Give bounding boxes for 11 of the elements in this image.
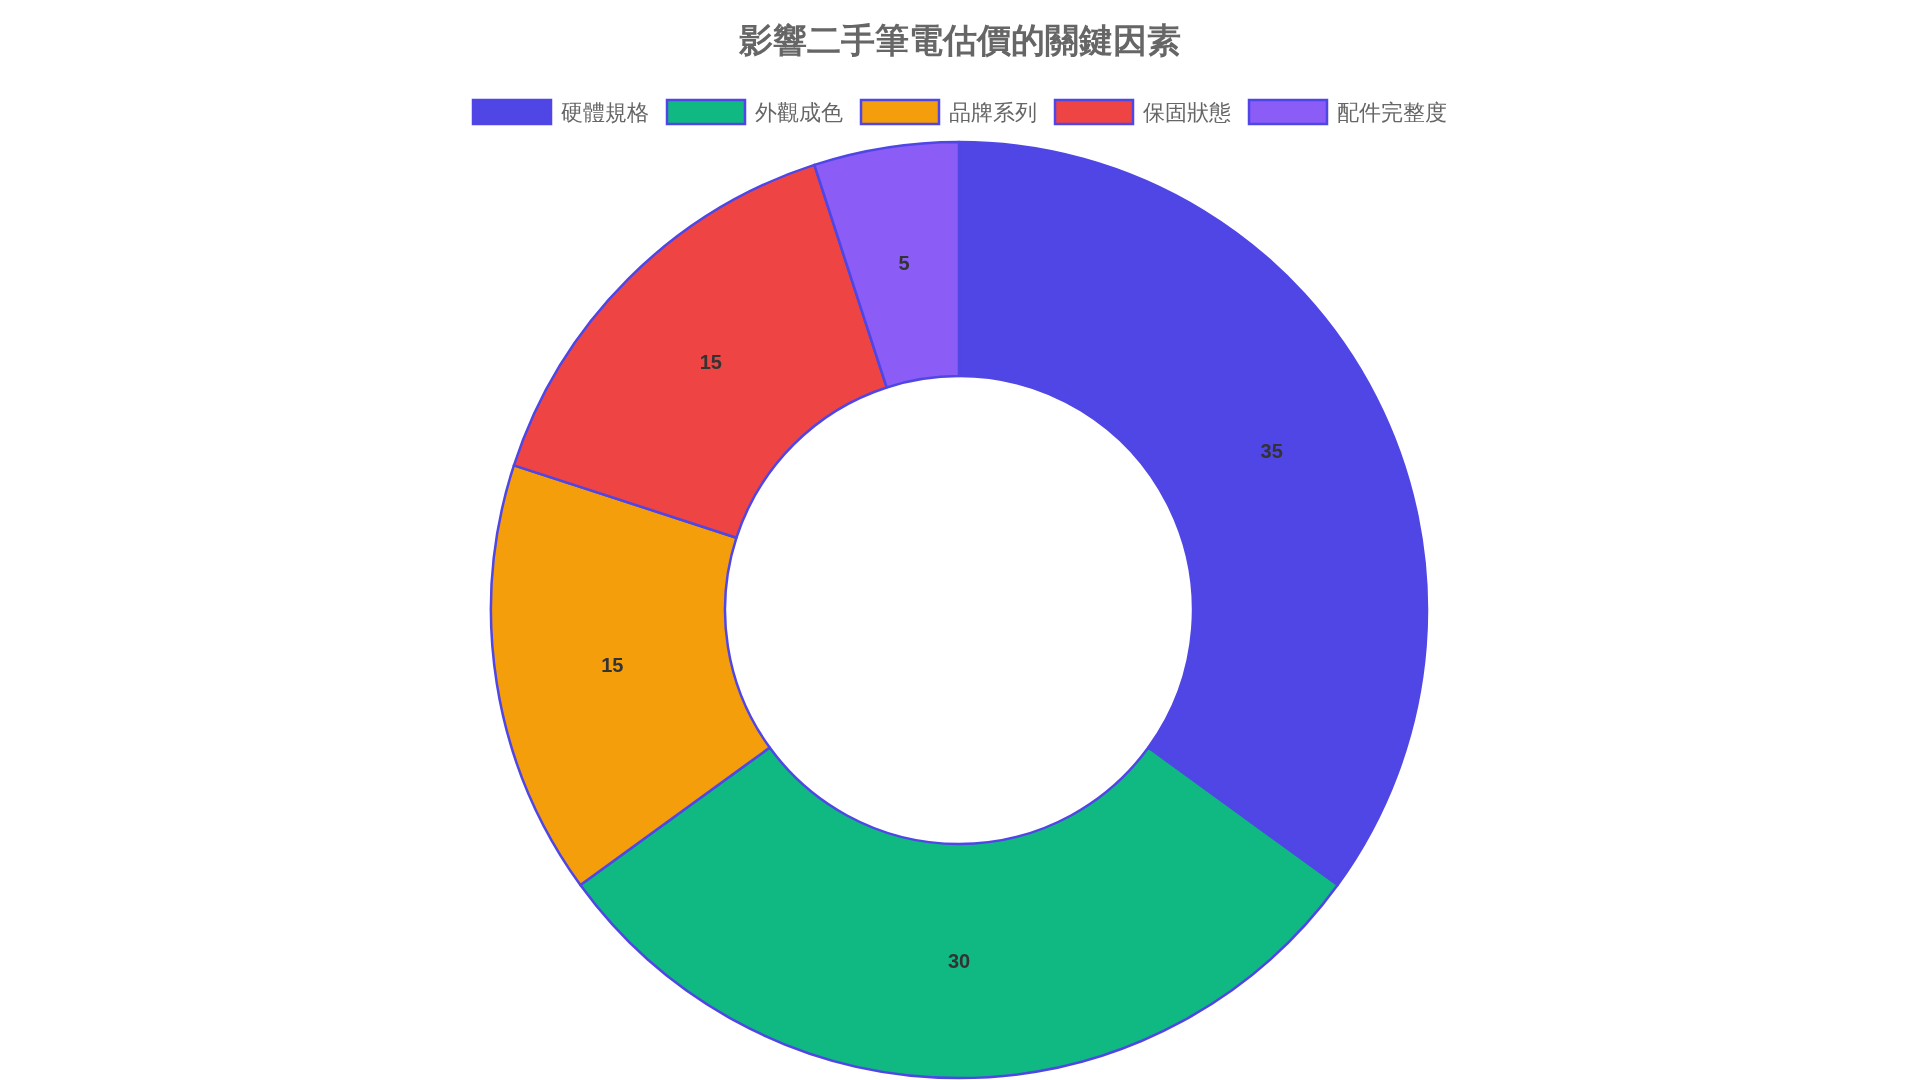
legend-label: 配件完整度 xyxy=(1337,100,1447,125)
legend-label: 品牌系列 xyxy=(949,100,1037,125)
legend-label: 外觀成色 xyxy=(755,100,843,125)
legend-label: 硬體規格 xyxy=(561,100,649,125)
data-label: 35 xyxy=(1260,439,1283,462)
chart-title: 影響二手筆電估價的關鍵因素 xyxy=(738,21,1181,59)
data-label: 15 xyxy=(699,350,722,373)
data-label: 30 xyxy=(947,950,971,972)
data-label: 15 xyxy=(601,653,624,676)
legend-label: 保固狀態 xyxy=(1143,100,1231,125)
data-label: 5 xyxy=(898,252,910,275)
